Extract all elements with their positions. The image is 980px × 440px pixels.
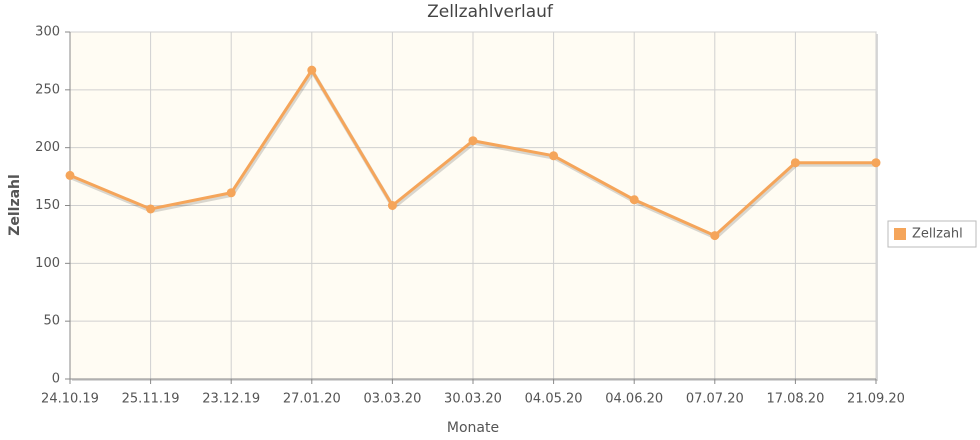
y-axis-title: Zellzahl — [7, 174, 23, 236]
x-tick-label: 27.01.20 — [283, 392, 341, 407]
point — [790, 158, 800, 168]
point — [146, 204, 156, 214]
y-tick-label: 300 — [35, 25, 60, 40]
x-axis-title: Monate — [447, 420, 499, 436]
x-tick-label: 17.08.20 — [766, 392, 824, 407]
point — [65, 170, 75, 180]
x-tick-label: 07.07.20 — [686, 392, 744, 407]
x-tick-label: 04.06.20 — [605, 392, 663, 407]
point — [629, 195, 639, 205]
y-tick-label: 200 — [35, 140, 60, 155]
point — [710, 231, 720, 241]
y-tick-label: 250 — [35, 82, 60, 97]
legend-swatch — [894, 228, 906, 240]
x-tick-label: 30.03.20 — [444, 392, 502, 407]
x-tick-label: 03.03.20 — [363, 392, 421, 407]
point — [468, 136, 478, 146]
x-tick-label: 23.12.19 — [202, 392, 260, 407]
point — [871, 158, 881, 168]
x-tick-label: 04.05.20 — [525, 392, 583, 407]
x-tick-label: 24.10.19 — [41, 392, 99, 407]
y-tick-label: 50 — [43, 314, 60, 329]
y-tick-label: 100 — [35, 256, 60, 271]
point — [226, 188, 236, 198]
point — [549, 151, 559, 161]
y-tick-label: 0 — [52, 372, 60, 387]
x-tick-label: 21.09.20 — [847, 392, 905, 407]
x-tick-label: 25.11.19 — [122, 392, 180, 407]
legend-label: Zellzahl — [912, 227, 963, 242]
point — [387, 201, 397, 210]
legend: Zellzahl — [887, 220, 977, 248]
chart-title: Zellzahlverlauf — [427, 2, 554, 22]
y-tick-label: 150 — [35, 198, 60, 213]
point — [307, 65, 317, 75]
